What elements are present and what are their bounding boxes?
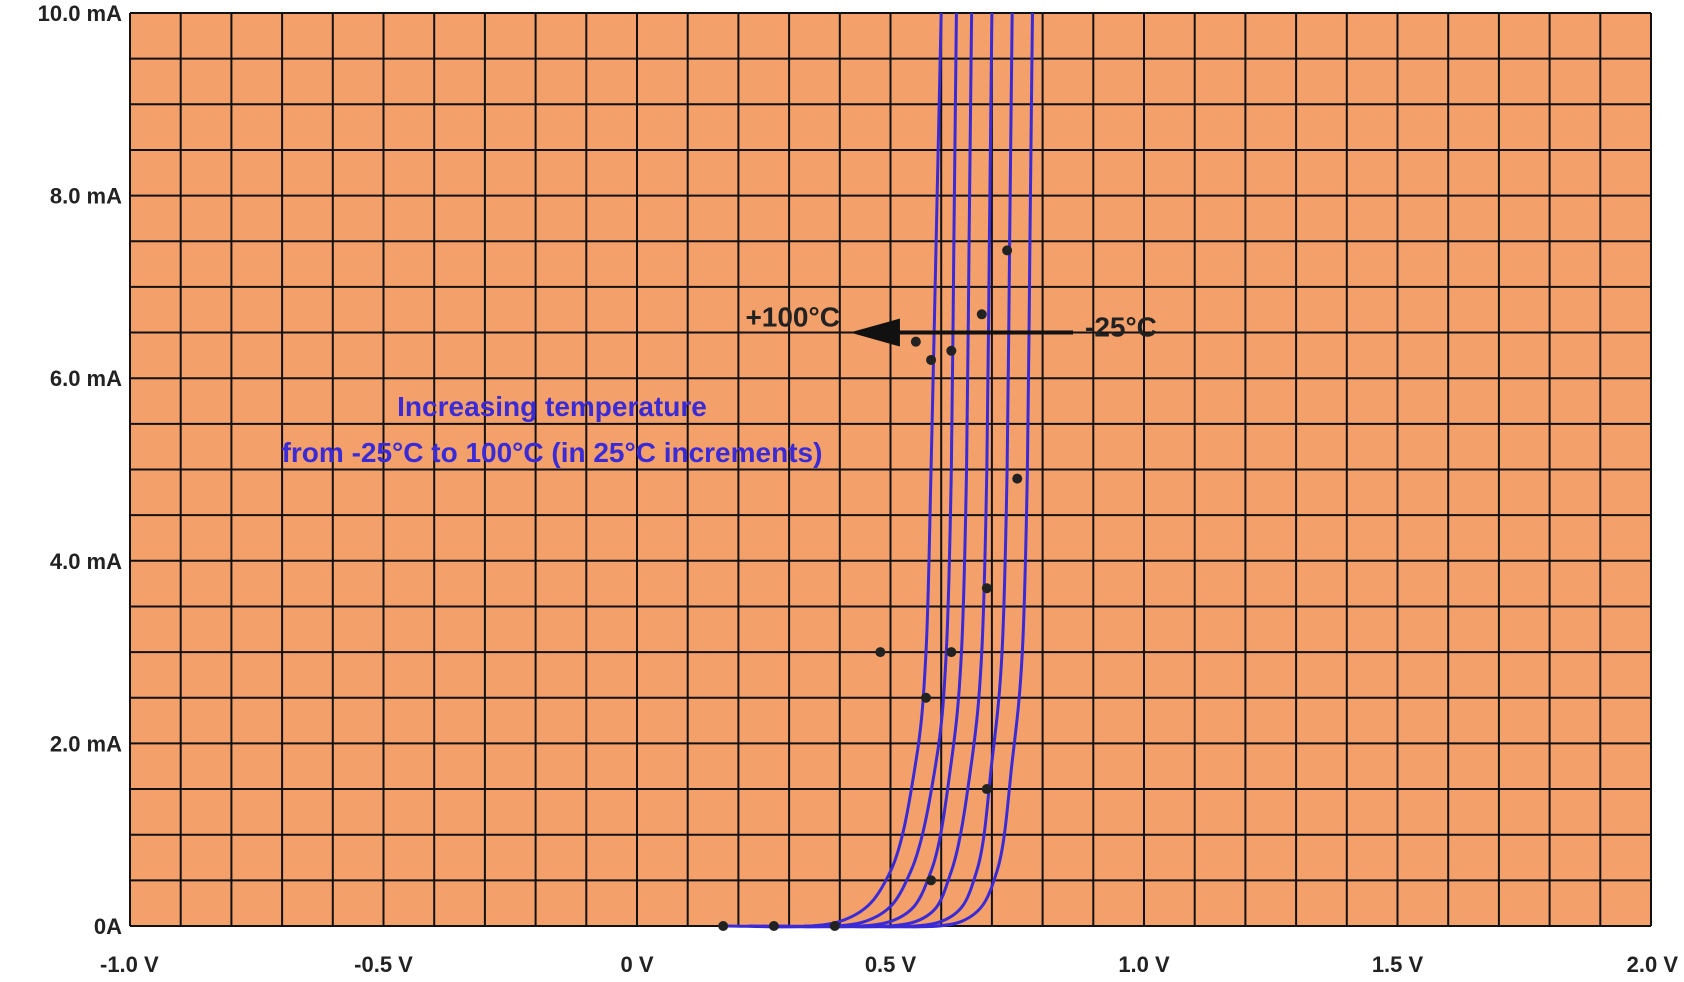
annotation-line-1: Increasing temperature: [397, 391, 707, 422]
data-marker: [910, 336, 921, 347]
data-marker: [946, 647, 957, 658]
y-tick-label: 2.0 mA: [50, 731, 122, 756]
data-marker: [829, 921, 840, 931]
markers-group: [718, 245, 1023, 931]
x-tick-label: -1.0 V: [100, 952, 159, 977]
temperature-arrow: [849, 318, 1074, 347]
x-tick-label: 1.0 V: [1118, 952, 1170, 977]
data-marker: [718, 921, 729, 931]
iv-curve: [773, 12, 974, 929]
y-tick-label: 8.0 mA: [50, 184, 122, 209]
data-marker: [920, 692, 931, 703]
iv-curve: [723, 12, 943, 929]
data-marker: [875, 647, 886, 658]
y-tick-label: 0A: [94, 914, 122, 939]
hot-temperature-label: +100°C: [745, 302, 840, 333]
iv-curve: [865, 12, 1034, 929]
data-marker: [946, 345, 957, 356]
y-tick-label: 6.0 mA: [50, 366, 122, 391]
data-marker: [926, 354, 937, 365]
x-tick-label: 1.5 V: [1372, 952, 1424, 977]
data-marker: [976, 309, 987, 320]
data-marker: [1012, 473, 1023, 484]
x-axis-tick-labels: -1.0 V -0.5 V 0 V 0.5 V 1.0 V 1.5 V 2.0 V: [100, 952, 1678, 977]
arrow-head: [849, 318, 900, 347]
iv-curve: [804, 12, 994, 929]
iv-curve: [834, 12, 1014, 929]
series-group: [723, 12, 1034, 929]
iv-curve: [748, 12, 958, 929]
x-tick-label: 0.5 V: [865, 952, 917, 977]
x-tick-label: 0 V: [620, 952, 653, 977]
data-marker: [768, 921, 779, 931]
cold-temperature-label: -25°C: [1085, 312, 1157, 343]
y-tick-label: 4.0 mA: [50, 549, 122, 574]
y-axis-tick-labels: 0A 2.0 mA 4.0 mA 6.0 mA 8.0 mA 10.0 mA: [38, 1, 123, 939]
y-tick-label: 10.0 mA: [38, 1, 122, 26]
annotation-line-2: from -25°C to 100°C (in 25°C increments): [282, 437, 823, 468]
data-marker: [1002, 245, 1013, 256]
data-marker: [926, 875, 937, 886]
x-tick-label: -0.5 V: [354, 952, 413, 977]
x-tick-label: 2.0 V: [1627, 952, 1679, 977]
data-marker: [981, 583, 992, 594]
grid: [129, 12, 1652, 927]
data-marker: [981, 784, 992, 795]
